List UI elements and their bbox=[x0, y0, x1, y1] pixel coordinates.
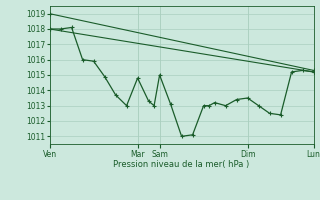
X-axis label: Pression niveau de la mer( hPa ): Pression niveau de la mer( hPa ) bbox=[114, 160, 250, 169]
